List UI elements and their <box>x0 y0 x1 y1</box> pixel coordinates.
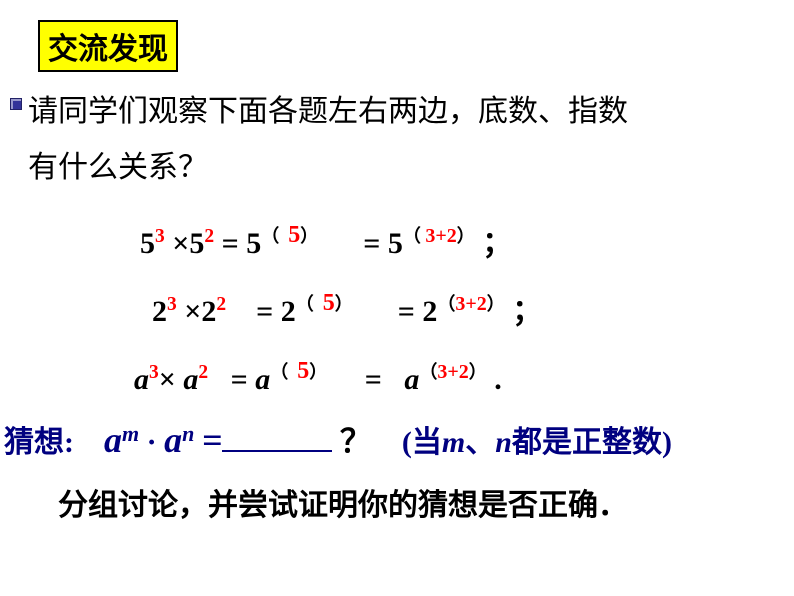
eq3-base2: a <box>183 363 198 396</box>
conjecture-dot: · <box>147 426 165 459</box>
eq2-eq2: = <box>398 295 423 328</box>
eq1-term: ； <box>482 227 512 260</box>
intro-text-line1: 请同学们观察下面各题左右两边，底数、指数 <box>28 86 628 130</box>
eq1-eq1: = <box>222 227 247 260</box>
conjecture-cond-close: 都是正整数) <box>512 426 672 459</box>
eq1-base2: 5 <box>189 227 204 260</box>
eq1-paren-open2: （ <box>403 226 426 246</box>
eq2-term: ； <box>512 295 542 328</box>
eq1-exp2: 2 <box>204 226 214 247</box>
eq3-exp2: 2 <box>198 362 208 383</box>
bullet-icon <box>10 98 22 110</box>
eq2-sum-exp: 3+2 <box>455 293 486 315</box>
eq2-base3: 2 <box>281 295 296 328</box>
eq3-base3: a <box>255 363 270 396</box>
eq1-paren-close2: ） <box>457 226 475 246</box>
conjecture-spacer <box>82 426 97 459</box>
eq2-paren-open1: （ <box>296 294 323 314</box>
eq1-paren-close1: ） <box>300 226 318 246</box>
eq1-paren-open1: （ <box>261 226 288 246</box>
conjecture-label: 猜想: <box>4 426 74 459</box>
eq3-term: . <box>494 363 502 396</box>
eq2-spacer1 <box>234 295 249 328</box>
equation-row-1: 53 ×52 = 5（ 5） = 5（ 3+2） ； <box>140 218 512 262</box>
eq2-exp2: 2 <box>216 294 226 315</box>
conjecture-m: m <box>122 421 139 446</box>
conjecture-blank <box>222 448 332 452</box>
conjecture-a1: a <box>104 420 122 460</box>
eq1-eq2: = <box>363 227 388 260</box>
eq3-base4: a <box>404 363 419 396</box>
eq1-result-exp: 5 <box>288 222 300 248</box>
conjecture-cond-m: m <box>442 426 465 459</box>
conjecture-a2: a <box>164 420 182 460</box>
section-header: 交流发现 <box>38 20 178 72</box>
eq2-exp1: 3 <box>167 294 177 315</box>
conjecture-cond-open: (当 <box>402 426 442 459</box>
eq1-spacer <box>326 227 356 260</box>
eq3-paren-open2: （ <box>419 362 437 382</box>
eq3-eq2: = <box>365 363 397 396</box>
eq3-exp1: 3 <box>149 362 159 383</box>
eq2-result-exp: 5 <box>323 290 335 316</box>
eq1-base1: 5 <box>140 227 155 260</box>
eq3-result-exp: 5 <box>297 358 309 384</box>
eq3-times: × <box>159 363 176 396</box>
eq3-spacer1 <box>216 363 224 396</box>
eq3-sum-exp: 3+2 <box>437 361 468 383</box>
section-header-text: 交流发现 <box>48 33 168 66</box>
discuss-text: 分组讨论，并尝试证明你的猜想是否正确． <box>58 480 628 524</box>
conjecture-n: n <box>182 421 194 446</box>
eq2-base1: 2 <box>152 295 167 328</box>
conjecture-cond-n: n <box>495 426 512 459</box>
eq3-paren-close2: ） <box>469 362 487 382</box>
equation-row-2: 23 ×22 = 2（ 5） = 2（3+2） ； <box>152 286 542 330</box>
eq1-base4: 5 <box>388 227 403 260</box>
eq1-exp1: 3 <box>155 226 165 247</box>
eq2-base4: 2 <box>422 295 437 328</box>
conjecture-qmark: ？ <box>340 423 372 459</box>
eq2-base2: 2 <box>201 295 216 328</box>
eq2-paren-open2: （ <box>437 294 455 314</box>
equation-row-3: a3× a2 = a（ 5） = a（3+2） . <box>134 358 502 397</box>
eq2-eq1: = <box>256 295 281 328</box>
intro-text-line2: 有什么关系？ <box>28 142 208 186</box>
conjecture-cond-sep: 、 <box>465 426 495 459</box>
eq1-times: × <box>172 227 189 260</box>
eq2-paren-close2: ） <box>487 294 505 314</box>
eq3-spacer2 <box>335 363 358 396</box>
eq2-paren-close1: ） <box>335 294 353 314</box>
eq1-base3: 5 <box>246 227 261 260</box>
conjecture-eq: = <box>202 420 223 460</box>
eq3-paren-open1: （ <box>270 362 297 382</box>
eq2-times: × <box>184 295 201 328</box>
conjecture-line: 猜想: am · an = ？ (当m、n都是正整数) <box>4 416 672 462</box>
conjecture-spacer2 <box>379 426 394 459</box>
eq3-base1: a <box>134 363 149 396</box>
eq3-paren-close1: ） <box>309 362 327 382</box>
eq3-eq1: = <box>231 363 256 396</box>
eq2-spacer2 <box>360 295 390 328</box>
eq1-sum-exp: 3+2 <box>425 225 456 247</box>
